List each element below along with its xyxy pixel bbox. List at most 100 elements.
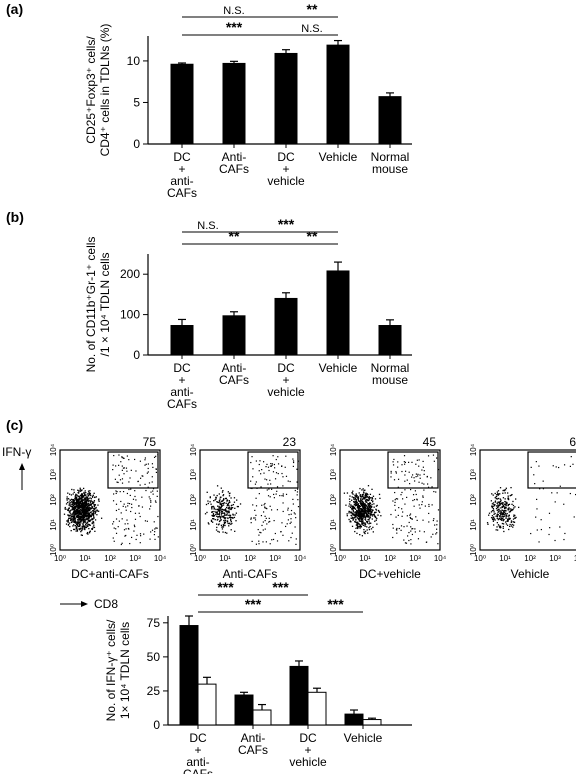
flow-event-dot [369,513,370,514]
flow-event-dot [493,511,494,512]
chart-b-y-tick-label: 0 [133,348,140,362]
flow-event-dot [506,488,507,489]
flow-event-dot [297,499,298,500]
flow-event-dot [492,510,493,511]
flow-event-dot [124,467,125,468]
flow-event-dot [210,497,211,498]
flow-event-dot [295,526,296,527]
flow-event-dot [205,513,206,514]
chart-c-x-tick-label: vehicle [289,755,327,769]
flow-event-dot [270,463,271,464]
flow-event-dot [133,499,134,500]
flow-event-dot [396,498,397,499]
flow-event-dot [219,509,220,510]
flow-event-dot [274,497,275,498]
flow-event-dot [506,516,507,517]
flow-event-dot [93,501,94,502]
flow-event-dot [417,520,418,521]
chart-a-x-tick-label: CAFs [167,186,197,200]
flow-event-dot [408,540,409,541]
flow-event-dot [88,504,89,505]
flow-event-dot [113,500,114,501]
flow-event-dot [258,529,259,530]
flow-event-dot [265,520,266,521]
flow-event-dot [393,464,394,465]
flow-event-dot [417,460,418,461]
flow-event-dot [353,498,354,499]
flow-event-dot [115,479,116,480]
flow-event-dot [223,504,224,505]
flow-event-dot [359,527,360,528]
flow-event-dot [152,476,153,477]
flow-y-tick-label: 10² [469,494,478,506]
flow-event-dot [511,525,512,526]
flow-event-dot [144,484,145,485]
chart-b-y-tick-label: 200 [120,267,140,281]
flow-event-dot [511,504,512,505]
flow-event-dot [93,526,94,527]
flow-event-dot [218,524,219,525]
flow-event-dot [404,464,405,465]
flow-event-dot [94,493,95,494]
flow-event-dot [353,511,354,512]
flow-event-dot [290,537,291,538]
flow-event-dot [491,500,492,501]
flow-event-dot [76,504,77,505]
flow-event-dot [73,507,74,508]
flow-event-dot [222,511,223,512]
flow-event-dot [507,520,508,521]
flow-event-dot [66,523,67,524]
flow-event-dot [428,455,429,456]
flow-event-dot [209,501,210,502]
flow-event-dot [70,504,71,505]
flow-event-dot [84,513,85,514]
flow-event-dot [365,523,366,524]
flow-event-dot [150,500,151,501]
flow-event-dot [214,508,215,509]
flow-event-dot [409,472,410,473]
flow-event-dot [402,511,403,512]
flow-event-dot [78,522,79,523]
flow-event-dot [90,519,91,520]
flow-event-dot [133,530,134,531]
flow-event-dot [405,471,406,472]
flow-event-dot [364,503,365,504]
flow-event-dot [507,492,508,493]
flow-y-tick-label: 10³ [329,469,338,481]
flow-x-tick-label: 10² [524,554,536,563]
flow-event-dot [563,504,564,505]
flow-event-dot [124,504,125,505]
flow-event-dot [560,486,561,487]
flow-y-tick-label: 10¹ [189,519,198,531]
flow-event-dot [64,514,65,515]
flow-event-dot [373,503,374,504]
flow-event-dot [278,473,279,474]
flow-event-dot [503,505,504,506]
flow-event-dot [531,467,532,468]
flow-event-dot [273,471,274,472]
chart-c-bar [180,626,198,725]
flow-event-dot [497,529,498,530]
flow-event-dot [262,541,263,542]
flow-event-dot [211,515,212,516]
flow-x-tick-label: 10⁴ [154,554,167,563]
flow-event-dot [351,500,352,501]
flow-event-dot [352,526,353,527]
flow-event-dot [78,528,79,529]
flow-event-dot [422,495,423,496]
flow-event-dot [503,526,504,527]
flow-event-dot [154,521,155,522]
flow-event-dot [511,520,512,521]
chart-c-y-tick-label: 0 [153,718,160,732]
flow-event-dot [152,463,153,464]
flow-event-dot [297,494,298,495]
flow-event-dot [352,494,353,495]
flow-event-dot [498,490,499,491]
flow-event-dot [370,511,371,512]
flow-x-tick-label: 10¹ [499,554,511,563]
flow-event-dot [226,498,227,499]
flow-event-dot [234,531,235,532]
flow-event-dot [505,501,506,502]
flow-event-dot [499,525,500,526]
flow-event-dot [129,477,130,478]
